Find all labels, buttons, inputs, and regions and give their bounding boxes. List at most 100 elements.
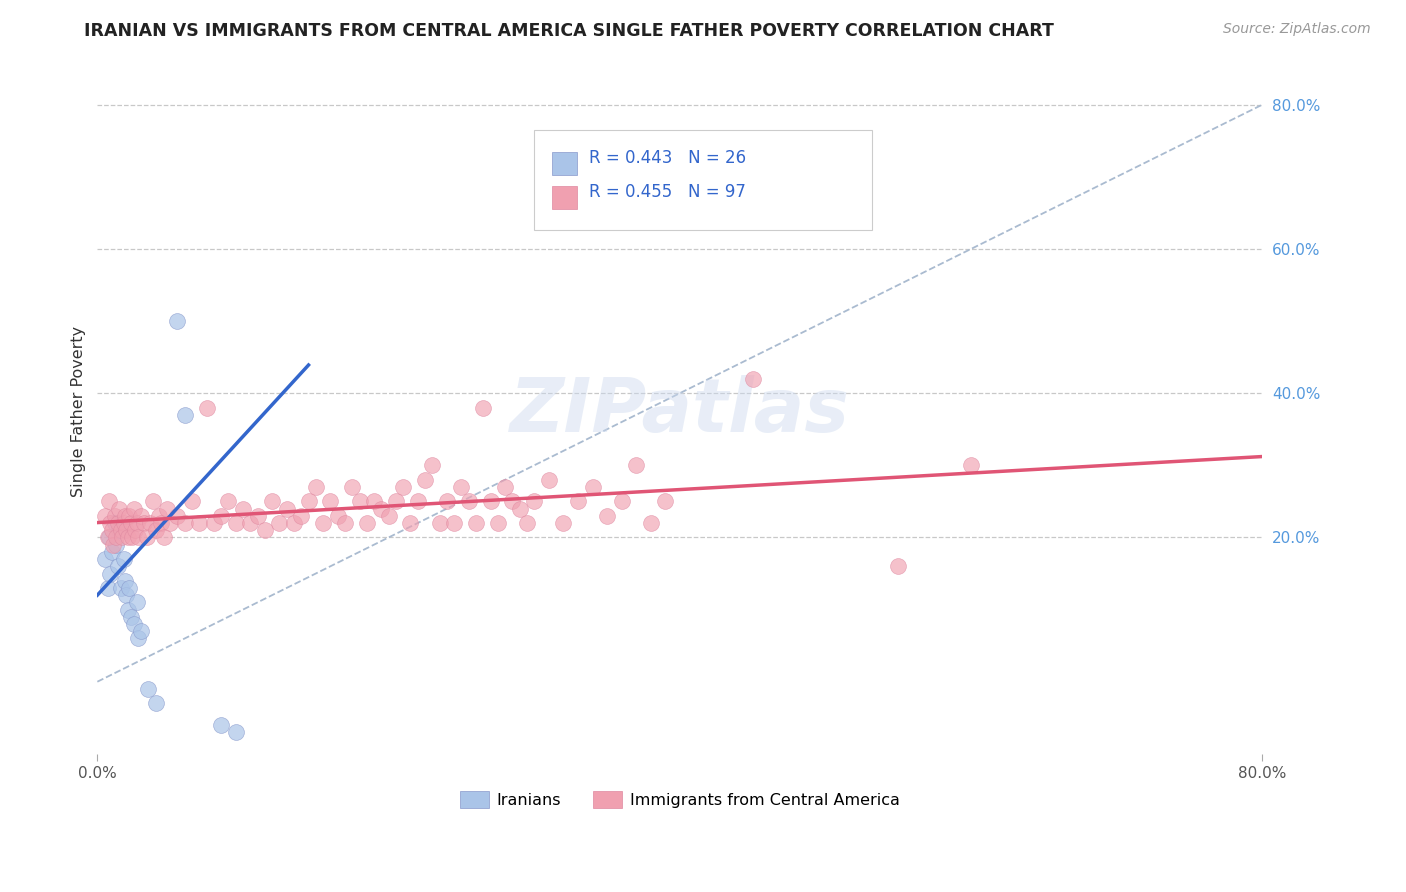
Point [93, 552, 115, 566]
Point [114, 508, 136, 523]
Point [509, 501, 531, 516]
Point [290, 508, 312, 523]
Point [319, 494, 342, 508]
Point [465, 516, 488, 530]
FancyBboxPatch shape [551, 186, 578, 209]
Point [121, 531, 143, 545]
Point [110, 581, 132, 595]
Point [118, 581, 141, 595]
Point [142, 494, 165, 508]
Point [596, 508, 619, 523]
Point [173, 408, 195, 422]
Point [377, 508, 399, 523]
Point [429, 516, 451, 530]
Point [105, 531, 128, 545]
Point [122, 617, 145, 632]
Point [370, 501, 392, 516]
Point [276, 501, 298, 516]
Point [96, 581, 118, 595]
Point [125, 595, 148, 609]
FancyBboxPatch shape [551, 152, 578, 175]
Point [153, 531, 176, 545]
Point [406, 494, 429, 508]
Point [145, 523, 167, 537]
Point [333, 516, 356, 530]
Text: Source: ZipAtlas.com: Source: ZipAtlas.com [1223, 22, 1371, 37]
Point [269, 516, 291, 530]
Point [479, 494, 502, 508]
Point [349, 494, 371, 508]
Point [326, 508, 349, 523]
Point [173, 516, 195, 530]
Point [443, 516, 465, 530]
Point [312, 516, 335, 530]
Point [640, 516, 662, 530]
Point [124, 523, 146, 537]
Point [181, 494, 204, 508]
Point [494, 480, 516, 494]
Point [112, 516, 135, 530]
Legend: Iranians, Immigrants from Central America: Iranians, Immigrants from Central Americ… [454, 785, 907, 814]
Point [225, 725, 247, 739]
Point [741, 372, 763, 386]
Point [166, 508, 188, 523]
Point [232, 501, 254, 516]
Text: R = 0.443   N = 26: R = 0.443 N = 26 [589, 149, 747, 167]
Point [166, 314, 188, 328]
Point [120, 516, 142, 530]
Point [148, 508, 170, 523]
Point [101, 523, 124, 537]
Point [246, 508, 269, 523]
Point [283, 516, 305, 530]
Point [654, 494, 676, 508]
Point [392, 480, 415, 494]
Point [96, 531, 118, 545]
Point [385, 494, 408, 508]
Point [115, 588, 138, 602]
Point [399, 516, 422, 530]
Point [129, 624, 152, 639]
Point [110, 523, 132, 537]
Point [960, 458, 983, 473]
Point [93, 508, 115, 523]
Point [136, 681, 159, 696]
Point [104, 508, 127, 523]
Point [239, 516, 262, 530]
Point [537, 473, 560, 487]
Point [486, 516, 509, 530]
Point [610, 494, 633, 508]
Point [567, 494, 589, 508]
Point [127, 531, 149, 545]
Text: ZIPatlas: ZIPatlas [510, 375, 849, 448]
Point [132, 516, 155, 530]
Point [156, 501, 179, 516]
Point [305, 480, 328, 494]
FancyBboxPatch shape [534, 130, 872, 229]
Text: R = 0.455   N = 97: R = 0.455 N = 97 [589, 183, 747, 201]
Point [159, 516, 181, 530]
Point [139, 516, 162, 530]
Point [516, 516, 538, 530]
Point [581, 480, 603, 494]
Point [553, 516, 575, 530]
Point [108, 523, 131, 537]
Point [297, 494, 319, 508]
Point [112, 552, 135, 566]
Point [98, 494, 121, 508]
Point [100, 516, 122, 530]
Point [107, 516, 129, 530]
Point [127, 632, 149, 646]
Point [209, 718, 232, 732]
Point [626, 458, 648, 473]
Point [450, 480, 472, 494]
Point [129, 508, 152, 523]
Point [108, 501, 131, 516]
Point [122, 501, 145, 516]
Point [457, 494, 479, 508]
Text: IRANIAN VS IMMIGRANTS FROM CENTRAL AMERICA SINGLE FATHER POVERTY CORRELATION CHA: IRANIAN VS IMMIGRANTS FROM CENTRAL AMERI… [84, 22, 1054, 40]
Point [420, 458, 443, 473]
Point [209, 508, 232, 523]
Point [363, 494, 385, 508]
Point [115, 523, 138, 537]
Point [120, 609, 142, 624]
